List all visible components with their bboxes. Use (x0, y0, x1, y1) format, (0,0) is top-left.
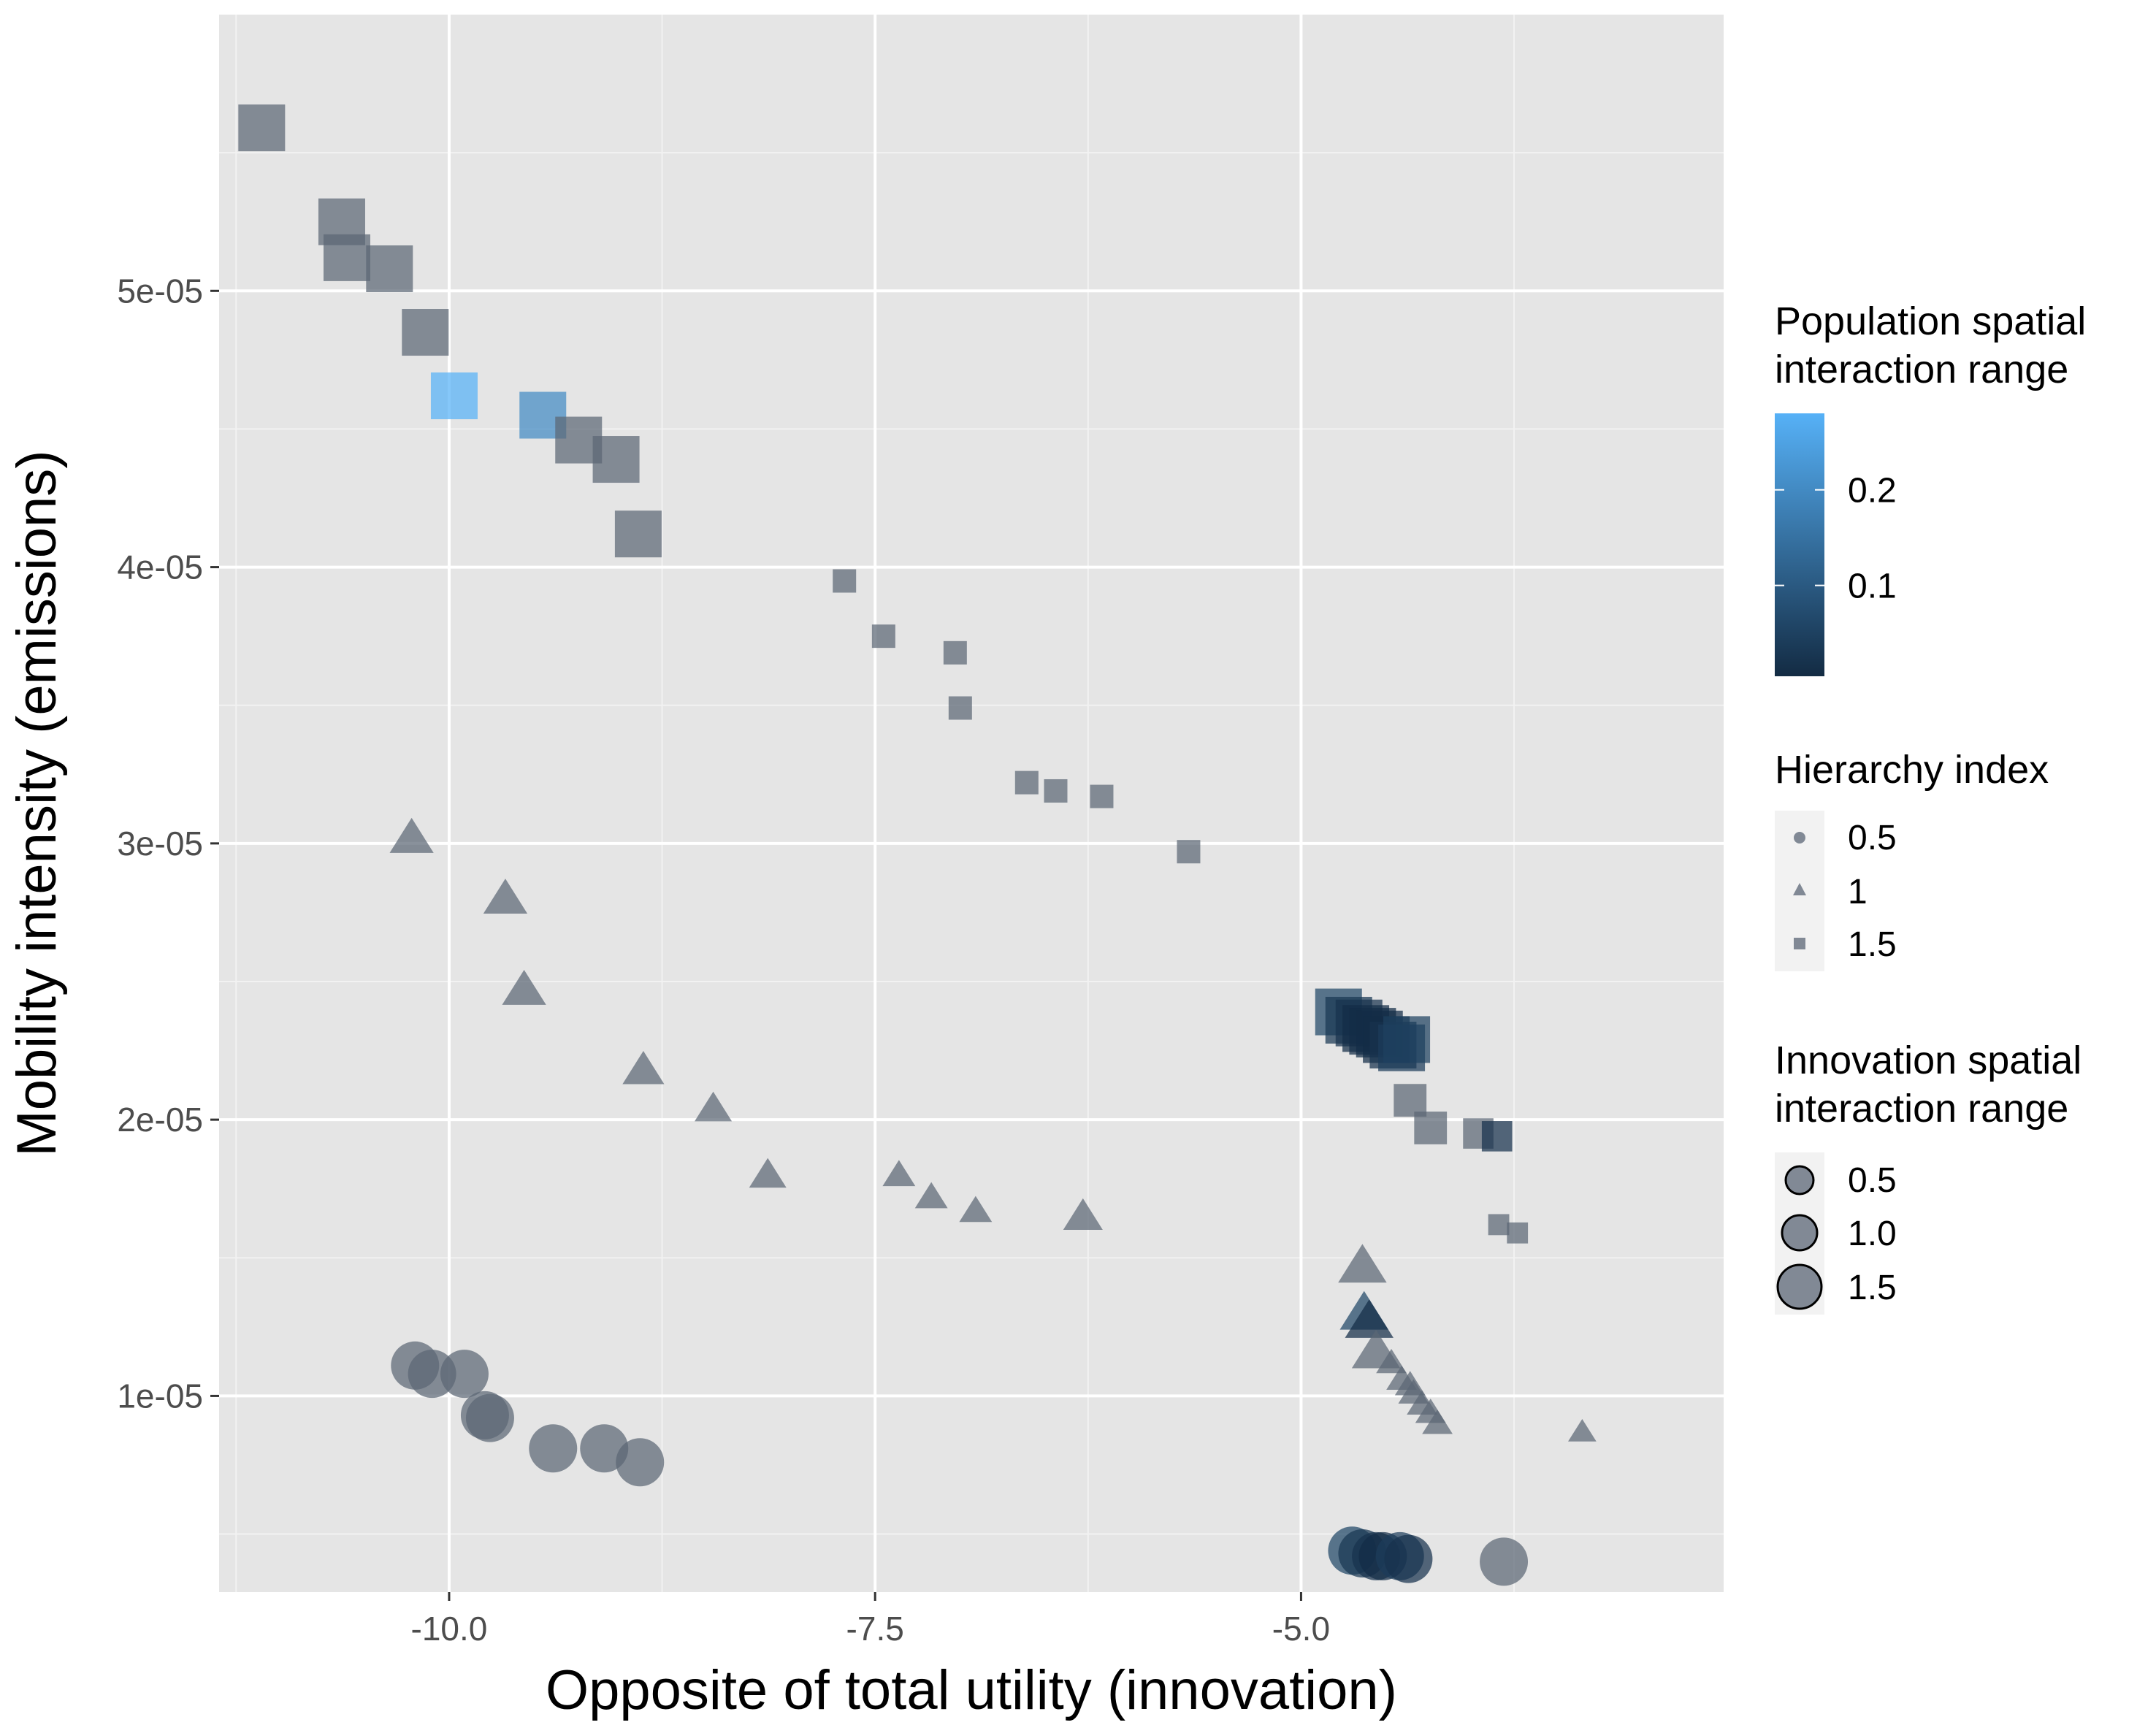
data-point-square (1394, 1084, 1427, 1117)
data-point-square (1014, 770, 1039, 795)
size-legend-key-medium (1781, 1214, 1819, 1252)
data-point-square (1507, 1222, 1529, 1244)
data-point-square (1488, 1214, 1510, 1236)
data-point-triangle (882, 1160, 916, 1187)
size-legend-key-large (1776, 1263, 1823, 1310)
x-axis-title: Opposite of total utility (innovation) (546, 1659, 1397, 1721)
data-point-circle (616, 1438, 665, 1487)
data-point-triangle (1345, 1299, 1394, 1338)
data-point-circle (1480, 1537, 1529, 1586)
data-point-square (1090, 784, 1114, 808)
data-point-circle (1384, 1534, 1433, 1583)
data-point-square (238, 104, 286, 152)
data-point-triangle (959, 1196, 993, 1223)
data-point-square (871, 624, 895, 649)
y-tick-label: 1e-05 (117, 1377, 203, 1415)
data-point-triangle (1063, 1198, 1103, 1230)
shape-legend-triangle-key (1793, 883, 1806, 895)
y-tick-label: 4e-05 (117, 548, 203, 586)
data-point-triangle (1338, 1244, 1387, 1283)
x-tick-label: -7.5 (846, 1610, 904, 1648)
y-tick-label: 5e-05 (117, 272, 203, 310)
data-point-triangle (1376, 1349, 1407, 1374)
data-point-square (323, 234, 370, 281)
data-point-square (1481, 1121, 1513, 1152)
data-point-square (614, 510, 662, 558)
size-legend: Innovation spatial interaction range 0.5… (1775, 1039, 2082, 1315)
data-point-square (1044, 779, 1068, 803)
x-tick-label: -10.0 (411, 1610, 488, 1648)
data-point-square (1177, 840, 1201, 864)
data-point-square (1383, 1016, 1431, 1063)
data-point-square (943, 640, 967, 665)
color-legend-title-line2: interaction range (1775, 348, 2068, 391)
shape-legend-label-0: 0.5 (1848, 819, 1897, 857)
y-axis: 1e-05 2e-05 3e-05 4e-05 5e-05 (117, 272, 219, 1415)
minor-gridlines (219, 15, 1724, 1592)
data-point-circle (465, 1393, 514, 1442)
plot-panel (219, 15, 1724, 1592)
shape-legend-title: Hierarchy index (1775, 748, 2049, 792)
data-point-circle (529, 1424, 578, 1473)
size-legend-label-1: 1.0 (1848, 1215, 1897, 1253)
colorbar-ticks: 0.2 0.1 (1775, 472, 1897, 606)
x-tick-label: -5.0 (1272, 1610, 1330, 1648)
size-legend-label-2: 1.5 (1848, 1269, 1897, 1307)
colorbar-tick-label: 0.1 (1848, 567, 1897, 606)
size-legend-key-small (1784, 1165, 1815, 1196)
y-tick-label: 3e-05 (117, 825, 203, 862)
x-axis: -10.0 -7.5 -5.0 (411, 1592, 1330, 1648)
data-point-triangle (695, 1091, 733, 1122)
size-legend-label-0: 0.5 (1848, 1161, 1897, 1200)
data-point-triangle (1568, 1418, 1597, 1442)
data-point-triangle (622, 1051, 665, 1085)
shape-legend: Hierarchy index 0.5 1 1.5 (1775, 748, 2049, 971)
shape-legend-label-2: 1.5 (1848, 925, 1897, 964)
data-point-triangle (749, 1158, 787, 1188)
y-axis-title: Mobility intensity (emissions) (6, 450, 68, 1156)
color-legend-title-line1: Population spatial (1775, 299, 2086, 343)
data-point-square (1414, 1112, 1448, 1144)
data-point-square (430, 372, 478, 420)
data-point-square (833, 569, 857, 593)
shape-legend-label-1: 1 (1848, 873, 1868, 911)
size-legend-title-line1: Innovation spatial (1775, 1039, 2082, 1082)
size-legend-title-line2: interaction range (1775, 1087, 2068, 1131)
data-point-triangle (914, 1182, 948, 1209)
data-point-circle (440, 1350, 489, 1399)
data-point-triangle (502, 969, 546, 1005)
data-points (238, 104, 1597, 1586)
data-point-square (948, 696, 972, 720)
colorbar-tick-label: 0.2 (1848, 472, 1897, 510)
data-point-triangle (389, 817, 434, 853)
data-point-triangle (483, 879, 528, 914)
data-point-square (366, 245, 413, 293)
shape-legend-circle-key (1794, 832, 1805, 844)
y-tick-label: 2e-05 (117, 1101, 203, 1139)
shape-legend-square-key (1794, 938, 1805, 949)
data-point-square (402, 309, 449, 356)
color-legend: Population spatial interaction range 0.2… (1775, 299, 2086, 676)
data-point-triangle (1422, 1410, 1453, 1434)
colorbar (1775, 413, 1824, 676)
data-point-square (592, 436, 640, 483)
